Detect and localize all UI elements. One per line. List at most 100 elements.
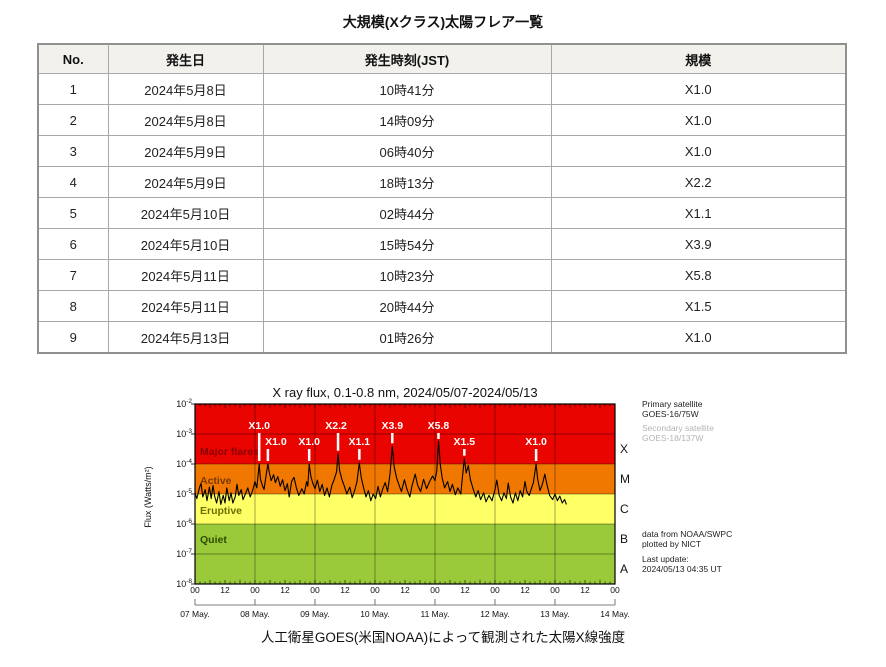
flare-annotation: X1.5 <box>454 436 476 448</box>
table-cell: 02時44分 <box>262 197 552 229</box>
table-row: 6 2024年5月10日 15時54分 X3.9 <box>37 228 847 260</box>
table-cell: 2024年5月8日 <box>107 104 264 136</box>
table-cell: 15時54分 <box>262 228 552 260</box>
table-cell: X2.2 <box>550 166 847 198</box>
hour-tick-label: 00 <box>310 585 320 595</box>
date-label: 13 May. <box>540 609 570 619</box>
table-row: 5 2024年5月10日 02時44分 X1.1 <box>37 197 847 229</box>
hour-tick-label: 00 <box>250 585 260 595</box>
table-cell: 2024年5月8日 <box>107 73 264 105</box>
hour-tick-label: 00 <box>610 585 620 595</box>
y-tick-label: 10-6 <box>176 518 192 529</box>
flare-annotation: X1.1 <box>349 436 371 448</box>
flux-line <box>194 440 567 505</box>
legend-credit-line2: plotted by NICT <box>642 539 701 549</box>
class-letter-b: B <box>620 532 628 546</box>
table-cell: 18時13分 <box>262 166 552 198</box>
flare-table: No. 発生日 発生時刻(JST) 規模 1 2024年5月8日 10時41分 X1.… <box>37 43 847 354</box>
table-row: 3 2024年5月9日 06時40分 X1.0 <box>37 135 847 167</box>
chart-ylabel: Flux (Watts/m²) <box>143 466 153 527</box>
col-header-date: 発生日 <box>107 43 264 74</box>
table-cell: X1.0 <box>550 135 847 167</box>
date-label: 12 May. <box>480 609 510 619</box>
flare-annotation: X3.9 <box>381 420 403 432</box>
class-letter-c: C <box>620 502 629 516</box>
flare-annotation: X1.0 <box>248 420 270 432</box>
table-cell: 2024年5月11日 <box>107 259 264 291</box>
hour-tick-label: 00 <box>490 585 500 595</box>
table-header-row: No. 発生日 発生時刻(JST) 規模 <box>37 43 847 74</box>
table-cell: 10時41分 <box>262 73 552 105</box>
table-row: 8 2024年5月11日 20時44分 X1.5 <box>37 290 847 322</box>
table-cell: X5.8 <box>550 259 847 291</box>
table-row: 7 2024年5月11日 10時23分 X5.8 <box>37 259 847 291</box>
col-header-no: No. <box>37 43 109 74</box>
table-cell: 2024年5月10日 <box>107 197 264 229</box>
table-row: 1 2024年5月8日 10時41分 X1.0 <box>37 73 847 105</box>
band-label: Major flares <box>200 446 259 458</box>
table-cell: 2 <box>37 104 109 136</box>
band-eruptive <box>195 494 615 524</box>
date-label: 14 May. <box>600 609 630 619</box>
date-label: 11 May. <box>421 609 450 619</box>
hour-tick-label: 12 <box>580 585 590 595</box>
date-label: 09 May. <box>300 609 330 619</box>
table-cell: 2024年5月10日 <box>107 228 264 260</box>
chart-title: X ray flux, 0.1-0.8 nm, 2024/05/07-2024/… <box>272 385 537 400</box>
y-tick-label: 10-8 <box>176 578 192 589</box>
table-title: 大規模(Xクラス)太陽フレア一覧 <box>342 14 544 30</box>
date-label: 07 May. <box>180 609 210 619</box>
flare-annotation: X2.2 <box>325 420 347 432</box>
hour-tick-label: 12 <box>400 585 410 595</box>
hour-tick-label: 00 <box>370 585 380 595</box>
hour-tick-label: 00 <box>190 585 200 595</box>
band-label: Active <box>200 475 232 487</box>
table-cell: 5 <box>37 197 109 229</box>
legend-secondary-satellite-line1: Secondary satellite <box>642 423 714 433</box>
legend-primary-satellite-line2: GOES-16/75W <box>642 409 699 419</box>
hour-tick-label: 00 <box>430 585 440 595</box>
table-cell: 6 <box>37 228 109 260</box>
table-cell: 2024年5月11日 <box>107 290 264 322</box>
date-label: 10 May. <box>360 609 390 619</box>
table-cell: X1.0 <box>550 104 847 136</box>
table-cell: 3 <box>37 135 109 167</box>
y-tick-label: 10-4 <box>176 458 192 469</box>
class-letter-x: X <box>620 442 628 456</box>
table-cell: 7 <box>37 259 109 291</box>
table-cell: 01時26分 <box>262 321 552 354</box>
legend-secondary-satellite-line2: GOES-18/137W <box>642 433 703 443</box>
table-cell: X3.9 <box>550 228 847 260</box>
table-cell: 1 <box>37 73 109 105</box>
y-tick-label: 10-5 <box>176 488 192 499</box>
y-tick-label: 10-2 <box>176 398 192 409</box>
col-header-time: 発生時刻(JST) <box>262 43 552 74</box>
table-cell: 2024年5月9日 <box>107 135 264 167</box>
flare-annotation: X1.0 <box>525 436 547 448</box>
table-row: 4 2024年5月9日 18時13分 X2.2 <box>37 166 847 198</box>
table-cell: 2024年5月13日 <box>107 321 264 354</box>
y-tick-label: 10-3 <box>176 428 192 439</box>
legend-credit-line1: data from NOAA/SWPC <box>642 529 732 539</box>
table-cell: 06時40分 <box>262 135 552 167</box>
hour-tick-label: 12 <box>520 585 530 595</box>
chart-caption: 人工衛星GOES(米国NOAA)によって観測された太陽X線強度 <box>260 630 626 645</box>
band-label: Eruptive <box>200 505 242 517</box>
legend-primary-satellite-line1: Primary satellite <box>642 399 703 409</box>
table-cell: 2024年5月9日 <box>107 166 264 198</box>
table-cell: X1.1 <box>550 197 847 229</box>
table-cell: 8 <box>37 290 109 322</box>
band-label: Quiet <box>200 534 227 546</box>
class-letter-m: M <box>620 472 630 486</box>
table-row: 2 2024年5月8日 14時09分 X1.0 <box>37 104 847 136</box>
table-cell: X1.5 <box>550 290 847 322</box>
legend-update-line1: Last update: <box>642 554 689 564</box>
table-cell: 10時23分 <box>262 259 552 291</box>
table-row: 9 2024年5月13日 01時26分 X1.0 <box>37 321 847 354</box>
table-cell: 9 <box>37 321 109 354</box>
hour-tick-label: 12 <box>460 585 470 595</box>
table-cell: 4 <box>37 166 109 198</box>
hour-tick-label: 12 <box>340 585 350 595</box>
table-cell: 20時44分 <box>262 290 552 322</box>
